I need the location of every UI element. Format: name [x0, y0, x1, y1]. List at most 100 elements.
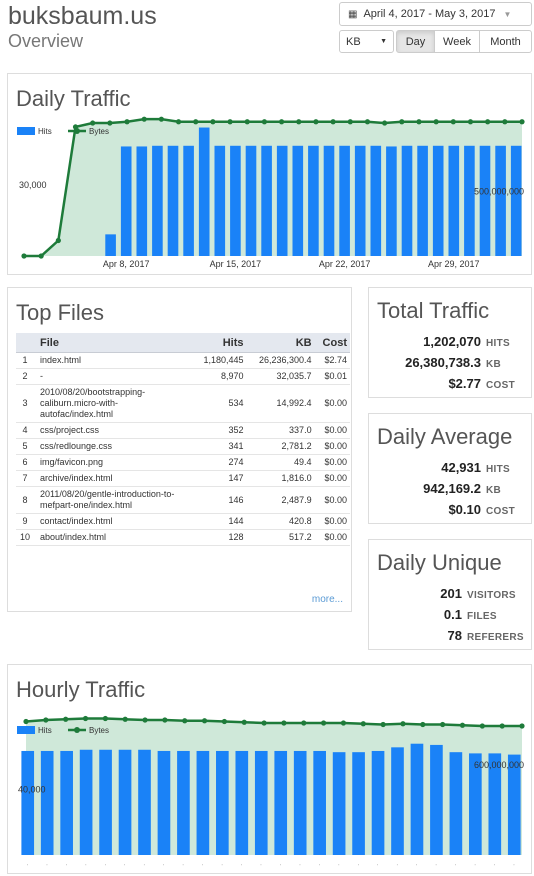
- bytes-point: [278, 119, 285, 125]
- hits-bar: [386, 146, 397, 256]
- hits-bar: [488, 753, 502, 855]
- total-cost-label: COST: [486, 380, 515, 391]
- row-index: 1: [16, 352, 34, 369]
- legend-bytes-dot: [74, 727, 80, 733]
- table-row: 5 css/redlounge.css 341 2,781.2 $0.00: [16, 438, 350, 455]
- more-link[interactable]: more...: [311, 594, 343, 605]
- unique-files-value: 0.1: [443, 607, 462, 622]
- row-file[interactable]: img/favicon.png: [34, 454, 193, 471]
- x-tick-mark: ˙: [241, 865, 243, 871]
- x-tick-mark: ˙: [513, 865, 515, 871]
- hits-bar: [245, 145, 257, 256]
- hits-bar: [157, 750, 171, 855]
- row-index: 4: [16, 422, 34, 439]
- row-index: 10: [16, 529, 34, 546]
- row-file[interactable]: -: [34, 368, 193, 385]
- hits-bar: [105, 234, 116, 256]
- row-file[interactable]: css/project.css: [34, 422, 193, 439]
- hits-bar: [167, 145, 179, 256]
- daily-average-panel: Daily Average 42,931 HITS 942,169.2 KB $0.…: [368, 413, 532, 524]
- day-button[interactable]: Day: [396, 30, 435, 53]
- bytes-point: [519, 723, 525, 729]
- col-file[interactable]: File: [34, 333, 193, 353]
- hits-bar: [198, 127, 210, 257]
- row-file[interactable]: about/index.html: [34, 529, 193, 546]
- total-cost-value: $2.77: [448, 376, 481, 391]
- x-tick-mark: ˙: [46, 865, 48, 871]
- bytes-line: [24, 117, 522, 258]
- x-tick-mark: ˙: [358, 865, 360, 871]
- bytes-point: [364, 119, 371, 125]
- hits-bar: [152, 145, 163, 256]
- hits-bar: [99, 749, 112, 855]
- row-file[interactable]: 2010/08/20/bootstrapping-caliburn.micro-…: [34, 384, 193, 423]
- unit-select[interactable]: KB ▼: [339, 30, 394, 53]
- bytes-point: [82, 715, 89, 722]
- bytes-point: [102, 715, 108, 722]
- hits-bar: [183, 145, 194, 256]
- row-file[interactable]: archive/index.html: [34, 470, 193, 487]
- avg-cost-value: $0.10: [448, 502, 481, 517]
- hits-bar: [261, 145, 272, 256]
- row-file[interactable]: index.html: [34, 352, 193, 369]
- bytes-point: [382, 120, 388, 126]
- stat-row: 0.1 FILES: [369, 607, 529, 622]
- right-axis-label: 600,000,000: [474, 760, 524, 770]
- col-index: [16, 333, 34, 353]
- x-tick-mark: ˙: [182, 865, 184, 871]
- row-hits: 1,180,445: [193, 352, 247, 369]
- table-row: 2-8,970 32,035.7 $0.01: [16, 368, 350, 385]
- hits-bar: [216, 750, 229, 855]
- row-index: 8: [16, 486, 34, 514]
- row-hits: 274: [193, 454, 247, 471]
- hits-bar: [479, 145, 491, 256]
- bytes-point: [55, 237, 61, 244]
- x-tick-mark: ˙: [27, 865, 29, 871]
- hits-bar: [391, 747, 404, 855]
- unique-referers-label: REFERERS: [467, 632, 524, 643]
- daily-unique-title: Daily Unique: [377, 550, 502, 575]
- hits-bar: [40, 750, 54, 855]
- bytes-point: [330, 119, 336, 125]
- x-tick-mark: ˙: [299, 865, 301, 871]
- week-button[interactable]: Week: [434, 30, 480, 53]
- legend-bytes-dot: [74, 128, 80, 134]
- avg-kb-label: KB: [486, 485, 502, 496]
- bytes-point: [399, 119, 405, 125]
- x-tick-label: Apr 8, 2017: [103, 259, 150, 269]
- bytes-point: [485, 119, 491, 125]
- table-row: 8 2011/08/20/gentle-introduction-to-mefpa…: [16, 486, 350, 514]
- hits-bar: [308, 145, 319, 256]
- col-kb[interactable]: KB: [246, 333, 315, 353]
- right-axis-label: 500,000,000: [474, 186, 524, 196]
- hits-bar: [138, 749, 151, 855]
- table-row: 9 contact/index.html 144 420.8 $0.00: [16, 513, 350, 530]
- bytes-point: [227, 119, 233, 125]
- row-file[interactable]: css/redlounge.css: [34, 438, 193, 455]
- x-tick-mark: ˙: [221, 865, 223, 871]
- legend-hits-label: Hits: [38, 726, 52, 735]
- x-tick-mark: ˙: [144, 865, 146, 871]
- legend-bytes-label: Bytes: [89, 127, 109, 136]
- row-hits: 341: [193, 438, 247, 455]
- row-hits: 146: [193, 486, 247, 514]
- col-hits[interactable]: Hits: [193, 333, 247, 353]
- row-file[interactable]: contact/index.html: [34, 513, 193, 530]
- row-index: 7: [16, 470, 34, 487]
- stat-row: 942,169.2 KB: [369, 481, 523, 496]
- x-tick-mark: ˙: [319, 865, 321, 871]
- date-range-label: April 4, 2017 - May 3, 2017: [363, 8, 496, 20]
- table-row: 7 archive/index.html 147 1,816.0 $0.00: [16, 470, 350, 487]
- month-button[interactable]: Month: [479, 30, 532, 53]
- date-range-picker[interactable]: ▦ April 4, 2017 - May 3, 2017 ▼: [339, 2, 532, 26]
- col-cost[interactable]: Cost: [314, 333, 350, 353]
- hits-bar: [448, 145, 460, 256]
- row-kb: 32,035.7: [246, 368, 315, 385]
- x-tick-mark: ˙: [397, 865, 399, 871]
- row-hits: 128: [193, 529, 247, 546]
- x-tick-mark: ˙: [455, 865, 457, 871]
- row-cost: $0.00: [314, 422, 350, 439]
- hits-bar: [214, 145, 226, 256]
- daily-traffic-chart: 30,000 500,000,000 Hits Bytes Apr 8, 2017 Apr…: [17, 116, 525, 269]
- row-file[interactable]: 2011/08/20/gentle-introduction-to-mefpar…: [34, 486, 193, 514]
